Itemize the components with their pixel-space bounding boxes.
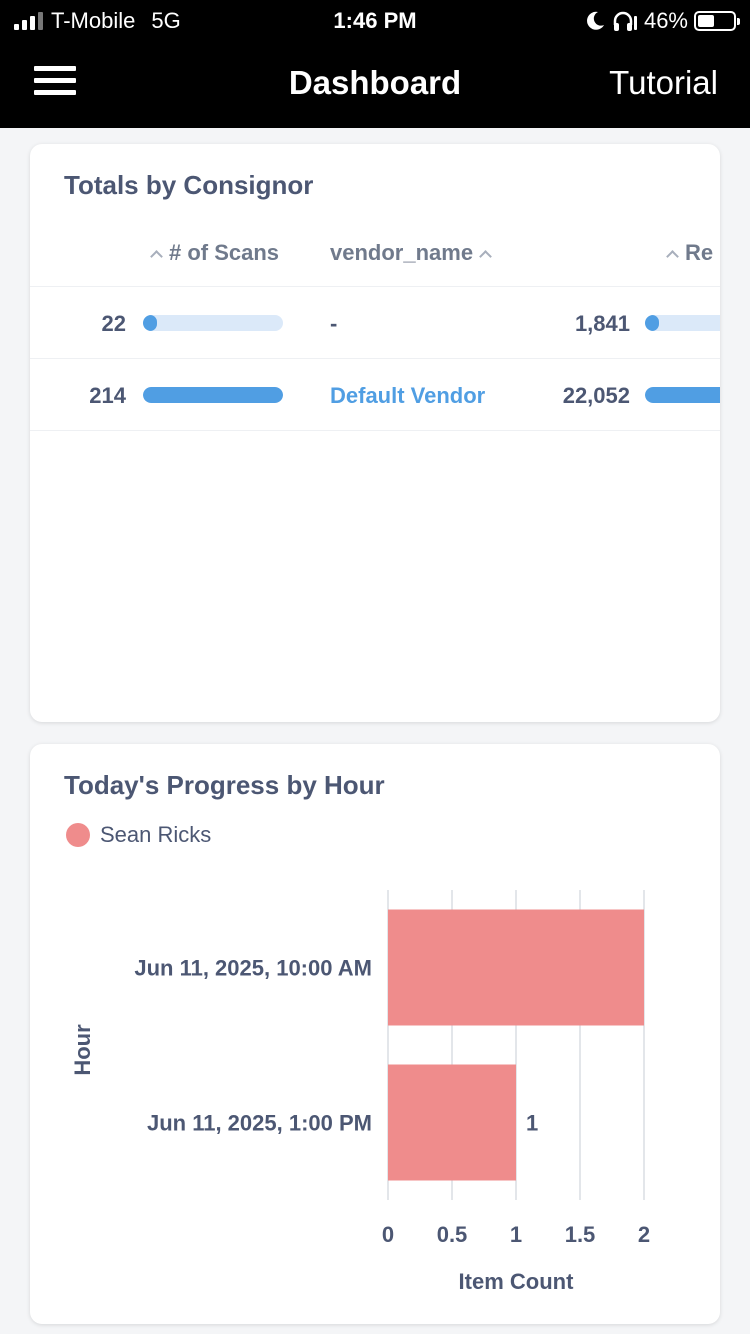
totals-card: Totals by Consignor # of Scans vendor_na… [30,144,720,722]
table-row[interactable]: 22 - 1,841 [30,286,720,358]
sort-caret-icon [666,249,679,263]
scans-bar-fill [143,387,283,403]
sort-caret-icon [150,249,163,263]
column-header-vendor[interactable]: vendor_name [330,240,492,266]
totals-card-title[interactable]: Totals by Consignor [64,170,314,200]
scans-bar [143,387,283,403]
y-axis-label: Hour [70,1024,95,1076]
battery-percent: 46% [643,8,688,33]
signal-icon [14,12,43,30]
x-tick-label: 1 [510,1222,522,1247]
clock: 1:46 PM [333,8,417,33]
x-tick-label: 1.5 [565,1222,596,1247]
moon-icon [587,11,604,30]
third-value: 1,841 [574,311,630,336]
table-header: # of Scans vendor_name Re [30,240,720,286]
bar[interactable] [388,909,644,1026]
status-left: T-Mobile 5G [14,8,181,34]
vendor-link[interactable]: Default Vendor [330,383,486,408]
data-label: 1 [526,1111,538,1136]
page-title: Dashboard [288,64,462,101]
progress-card: Today's Progress by Hour Sean Ricks Jun … [30,744,720,1324]
x-tick-label: 0 [382,1222,394,1247]
scans-bar-fill [143,315,157,331]
third-bar-fill [645,387,720,403]
tutorial-button[interactable]: Tutorial [609,64,718,101]
y-tick-label: Jun 11, 2025, 10:00 AM [134,956,372,981]
bar[interactable] [388,1064,516,1181]
network-label: 5G [151,8,181,33]
status-right: 46% [584,8,740,34]
navbar: Dashboard Tutorial [0,42,750,128]
scans-value: 214 [89,383,126,408]
scans-bar [143,315,283,331]
headphones-icon [613,11,637,31]
carrier-label: T-Mobile [51,8,136,33]
legend[interactable]: Sean Ricks [66,822,211,848]
legend-dot-icon [66,823,90,847]
status-bar: T-Mobile 5G 1:46 PM 46% [0,0,750,42]
table-row[interactable]: 214 Default Vendor 22,052 [30,358,720,430]
third-bar-fill [645,315,659,331]
progress-chart: Jun 11, 2025, 10:00 AM Jun 11, 2025, 1:00… [70,890,650,1294]
progress-card-title[interactable]: Today's Progress by Hour [64,770,385,800]
third-value: 22,052 [562,383,630,408]
sort-caret-icon [479,249,492,263]
legend-label: Sean Ricks [100,822,212,847]
x-tick-label: 2 [638,1222,650,1247]
scans-value: 22 [101,311,126,336]
column-header-scans[interactable]: # of Scans [150,240,279,266]
third-bar [645,387,720,403]
column-header-third[interactable]: Re [666,240,713,266]
vendor-value: - [330,311,338,336]
y-tick-label: Jun 11, 2025, 1:00 PM [147,1111,372,1136]
battery-icon [694,11,740,31]
third-bar [645,315,720,331]
x-tick-label: 0.5 [437,1222,468,1247]
hamburger-menu-icon[interactable] [34,66,76,98]
table-divider [30,430,720,431]
x-axis-label: Item Count [459,1269,575,1294]
